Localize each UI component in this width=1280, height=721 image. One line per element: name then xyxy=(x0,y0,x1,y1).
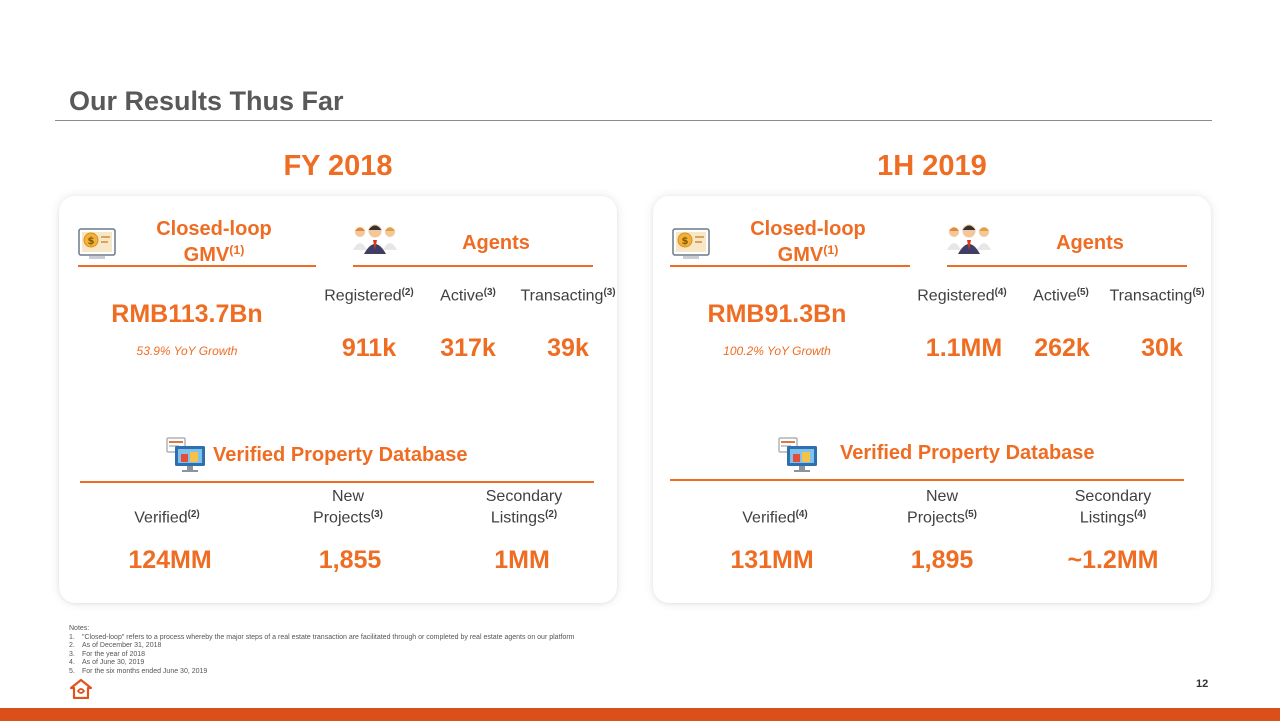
agents-label-transacting: Transacting(5) xyxy=(1109,287,1205,305)
agents-value-registered: 1.1MM xyxy=(925,334,1003,362)
agents-label-registered: Registered(4) xyxy=(917,287,1007,305)
note-item: 3. For the year of 2018 xyxy=(69,650,146,658)
footnotes: Notes: 1. "Closed-loop" refers to a proce… xyxy=(69,625,575,677)
svg-text:$: $ xyxy=(88,236,95,247)
house-logo-icon xyxy=(70,679,92,699)
agents-group-icon xyxy=(947,224,991,254)
gmv-rule xyxy=(78,265,316,267)
database-value-verified: 131MM xyxy=(730,546,814,574)
note-item: 4. As of June 30, 2019 xyxy=(69,659,145,667)
agents-value-active: 317k xyxy=(440,334,496,362)
period-heading-fy2018: FY 2018 xyxy=(283,150,393,182)
database-value-verified: 124MM xyxy=(128,546,212,574)
money-screen-icon: $ xyxy=(78,228,116,259)
gmv-title: Closed-loop GMV(1) xyxy=(156,218,272,266)
database-title: Verified Property Database xyxy=(840,442,1095,464)
agents-value-transacting: 30k xyxy=(1141,334,1183,362)
database-label-verified: Verified(2) xyxy=(134,509,200,527)
footer-bar xyxy=(0,708,1280,721)
agents-group-icon xyxy=(353,224,397,254)
gmv-growth: 100.2% YoY Growth xyxy=(723,344,831,358)
agents-label-registered: Registered(2) xyxy=(324,287,414,305)
agents-rule xyxy=(947,265,1187,267)
database-label-secondary-listings: Secondary Listings(4) xyxy=(1074,488,1152,527)
period-heading-1h2019: 1H 2019 xyxy=(877,150,987,182)
agents-title: Agents xyxy=(462,232,530,254)
database-label-new-projects: New Projects(3) xyxy=(313,488,383,527)
notes-heading: Notes: xyxy=(69,625,90,632)
database-rule xyxy=(80,481,594,483)
svg-text:$: $ xyxy=(682,236,689,247)
database-rule xyxy=(670,479,1184,481)
note-item: 1. "Closed-loop" refers to a process wher… xyxy=(69,633,575,641)
agents-value-active: 262k xyxy=(1034,334,1090,362)
note-item: 2. As of December 31, 2018 xyxy=(69,642,162,650)
agents-label-active: Active(3) xyxy=(440,287,496,305)
results-card-fy2018: $ Closed-loop GMV(1) RMB113.7Bn 53.9% Yo… xyxy=(59,196,617,603)
page-number: 12 xyxy=(1196,678,1209,690)
results-card-1h2019: $ Closed-loop GMV(1) RMB91.3Bn 100.2% Yo… xyxy=(653,196,1211,603)
database-title: Verified Property Database xyxy=(213,444,468,466)
agents-label-transacting: Transacting(3) xyxy=(520,287,616,305)
gmv-rule xyxy=(670,265,910,267)
money-screen-icon: $ xyxy=(672,228,710,259)
note-item: 5. For the six months ended June 30, 2019 xyxy=(69,667,208,675)
database-value-secondary-listings: 1MM xyxy=(494,546,550,574)
gmv-growth: 53.9% YoY Growth xyxy=(136,344,238,358)
agents-value-registered: 911k xyxy=(341,334,397,362)
agents-label-active: Active(5) xyxy=(1033,287,1089,305)
database-label-secondary-listings: Secondary Listings(2) xyxy=(485,488,563,527)
database-value-new-projects: 1,855 xyxy=(318,546,382,574)
database-label-new-projects: New Projects(5) xyxy=(907,488,977,527)
slide-title: Our Results Thus Far xyxy=(69,86,344,116)
database-label-verified: Verified(4) xyxy=(742,509,808,527)
agents-value-transacting: 39k xyxy=(547,334,589,362)
gmv-value: RMB113.7Bn xyxy=(111,300,263,328)
property-database-icon xyxy=(778,437,817,472)
gmv-value: RMB91.3Bn xyxy=(707,300,847,328)
agents-title: Agents xyxy=(1056,232,1124,254)
database-value-new-projects: 1,895 xyxy=(910,546,974,574)
agents-rule xyxy=(353,265,593,267)
property-database-icon xyxy=(166,437,205,472)
title-divider xyxy=(55,120,1212,121)
gmv-title: Closed-loop GMV(1) xyxy=(750,218,866,266)
database-value-secondary-listings: ~1.2MM xyxy=(1067,546,1159,574)
